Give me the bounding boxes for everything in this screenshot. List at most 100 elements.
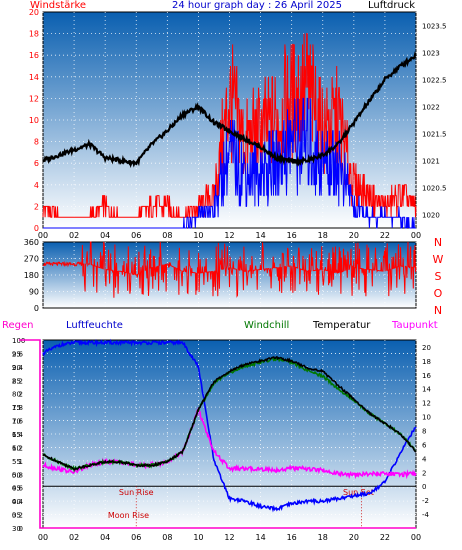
direction-axis-tick: 0 bbox=[34, 304, 39, 313]
direction-compass-label: N bbox=[434, 236, 442, 249]
rain-axis-tick: 0.8 bbox=[12, 471, 23, 479]
temp-humidity-x-tick: 22 bbox=[380, 533, 390, 542]
rain-axis-tick: 1.8 bbox=[12, 404, 23, 412]
direction-axis-tick: 90 bbox=[29, 288, 39, 297]
humidity-axis-tick: 80 bbox=[12, 391, 21, 399]
wind-axis-tick: 4 bbox=[34, 181, 39, 190]
legend-regen: Regen bbox=[2, 320, 34, 331]
header-title: 24 hour graph day : 26 April 2025 bbox=[172, 0, 342, 11]
humidity-axis-tick: 40 bbox=[12, 498, 21, 506]
wind-axis-tick: 20 bbox=[29, 8, 39, 17]
temp-humidity-x-tick: 10 bbox=[193, 533, 203, 542]
temp-humidity-x-tick: 16 bbox=[287, 533, 297, 542]
wind-pressure-x-tick: 08 bbox=[162, 231, 172, 240]
direction-compass-label: N bbox=[434, 304, 442, 317]
temp-humidity-x-tick: 20 bbox=[349, 533, 359, 542]
wind-pressure-x-tick: 12 bbox=[224, 231, 234, 240]
temperature-line bbox=[42, 355, 417, 471]
pressure-line bbox=[42, 51, 417, 169]
humidity-axis-tick: 75 bbox=[12, 404, 21, 412]
temp-axis-tick: 0 bbox=[422, 483, 426, 491]
legend-taupunkt: Taupunkt bbox=[392, 320, 438, 331]
rain-axis-tick: 2.6 bbox=[12, 350, 24, 358]
temp-axis-tick: 4 bbox=[422, 455, 427, 463]
pressure-axis-tick: 1021.5 bbox=[422, 131, 447, 139]
direction-axis-tick: 180 bbox=[24, 271, 39, 280]
wind-axis-tick: 16 bbox=[29, 51, 39, 60]
rain-axis-tick: 1.2 bbox=[12, 444, 23, 452]
humidity-axis-tick: 85 bbox=[12, 377, 21, 385]
wind-pressure-x-tick: 16 bbox=[287, 231, 297, 240]
rain-line bbox=[19, 339, 416, 529]
rain-axis-tick: 2.2 bbox=[12, 377, 23, 385]
temp-axis-tick: 8 bbox=[422, 428, 426, 436]
humidity-axis-tick: 45 bbox=[12, 485, 21, 493]
wind-axis-tick: 2 bbox=[34, 202, 39, 211]
temp-axis-tick: 20 bbox=[422, 344, 431, 352]
humidity-axis-tick: 70 bbox=[12, 418, 21, 426]
pressure-axis-tick: 1023 bbox=[422, 50, 440, 58]
wind-pressure-x-tick: 22 bbox=[380, 231, 390, 240]
wind-axis-tick: 18 bbox=[29, 30, 39, 39]
humidity-line bbox=[42, 338, 417, 513]
pressure-axis-tick: 1023.5 bbox=[422, 23, 447, 31]
wind-axis-tick: 14 bbox=[29, 73, 39, 82]
rain-axis-tick: 0.2 bbox=[12, 512, 23, 520]
temp-humidity-x-tick: 06 bbox=[131, 533, 141, 542]
moon-rise-label: Moon Rise bbox=[108, 511, 149, 520]
temp-axis-tick: 16 bbox=[422, 372, 431, 380]
wind-gust-line bbox=[43, 97, 416, 229]
sun-set-label: Sun Set bbox=[343, 488, 374, 497]
temp-axis-tick: -4 bbox=[422, 511, 430, 519]
pressure-axis-tick: 1022.5 bbox=[422, 77, 447, 85]
wind-pressure-x-tick: 00 bbox=[38, 231, 48, 240]
wind-pressure-x-tick: 02 bbox=[69, 231, 79, 240]
legend-luftfeuchte: Luftfeuchte bbox=[66, 320, 123, 331]
temp-axis-tick: 12 bbox=[422, 400, 431, 408]
wind-pressure-x-tick: 10 bbox=[193, 231, 203, 240]
pressure-axis-tick: 1020.5 bbox=[422, 185, 447, 193]
humidity-axis-tick: 30 bbox=[12, 525, 21, 533]
wind-axis-tick: 10 bbox=[29, 116, 39, 125]
humidity-axis-tick: 60 bbox=[12, 444, 21, 452]
pressure-axis-tick: 1021 bbox=[422, 158, 440, 166]
header-left-label: Windstärke bbox=[30, 0, 87, 11]
legend-windchill: Windchill bbox=[244, 320, 290, 331]
wind-axis-tick: 12 bbox=[29, 94, 39, 103]
rain-axis-tick: 1.4 bbox=[12, 431, 24, 439]
humidity-axis-tick: 65 bbox=[12, 431, 21, 439]
humidity-axis-tick: 35 bbox=[12, 512, 21, 520]
pressure-axis-tick: 1020 bbox=[422, 212, 440, 220]
humidity-axis-tick: 50 bbox=[12, 471, 21, 479]
direction-compass-label: W bbox=[433, 253, 444, 266]
temp-humidity-x-tick: 18 bbox=[318, 533, 328, 542]
direction-compass-label: O bbox=[434, 287, 443, 300]
direction-axis-tick: 270 bbox=[24, 255, 39, 264]
wind-axis-tick: 8 bbox=[34, 138, 39, 147]
direction-axis-tick: 360 bbox=[24, 238, 39, 247]
temp-humidity-x-tick: 12 bbox=[224, 533, 234, 542]
wind-pressure-x-tick: 18 bbox=[318, 231, 328, 240]
header-right-label: Luftdruck bbox=[368, 0, 416, 11]
temp-humidity-x-tick: 08 bbox=[162, 533, 172, 542]
wind-axis-tick: 0 bbox=[34, 224, 39, 233]
temp-humidity-x-tick: 02 bbox=[69, 533, 79, 542]
temp-axis-tick: 14 bbox=[422, 386, 431, 394]
temp-humidity-x-tick: 14 bbox=[255, 533, 265, 542]
temp-axis-tick: 6 bbox=[422, 441, 427, 449]
wind-pressure-x-tick: 04 bbox=[100, 231, 110, 240]
wind-pressure-x-tick: 14 bbox=[255, 231, 265, 240]
rain-axis-tick: 1.6 bbox=[12, 418, 24, 426]
direction-compass-label: S bbox=[435, 270, 442, 283]
legend-temperatur: Temperatur bbox=[313, 320, 371, 331]
wind-pressure-x-tick: 20 bbox=[349, 231, 359, 240]
rain-axis-tick: 2.4 bbox=[12, 364, 24, 372]
temp-humidity-x-tick: 00 bbox=[411, 533, 421, 542]
humidity-axis-tick: 90 bbox=[12, 364, 21, 372]
wind-axis-tick: 6 bbox=[34, 159, 39, 168]
humidity-axis-tick: 55 bbox=[12, 458, 21, 466]
temp-axis-tick: 2 bbox=[422, 469, 426, 477]
wind-pressure-x-tick: 00 bbox=[411, 231, 421, 240]
